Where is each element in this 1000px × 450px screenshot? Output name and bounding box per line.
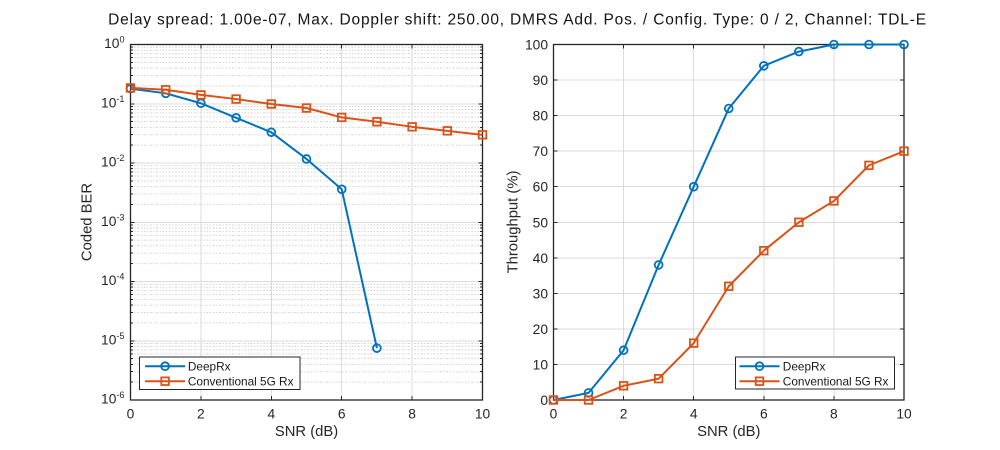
svg-text:60: 60 [533,180,549,195]
svg-text:DeepRx: DeepRx [783,359,826,373]
svg-text:8: 8 [830,406,838,421]
svg-text:2: 2 [197,406,205,421]
svg-text:Conventional 5G Rx: Conventional 5G Rx [188,374,294,388]
svg-text:90: 90 [533,73,549,88]
svg-text:0: 0 [550,406,558,421]
svg-text:8: 8 [408,406,416,421]
svg-text:100: 100 [525,38,548,53]
svg-text:10: 10 [896,406,912,421]
svg-text:80: 80 [533,109,549,124]
svg-text:50: 50 [533,215,549,230]
svg-text:70: 70 [533,144,549,159]
svg-text:40: 40 [533,251,549,266]
svg-text:10: 10 [475,406,491,421]
svg-text:0: 0 [127,406,135,421]
svg-text:2: 2 [620,406,628,421]
svg-text:0: 0 [540,393,548,408]
svg-text:Coded BER: Coded BER [80,183,96,261]
svg-text:100: 100 [104,35,124,52]
svg-text:Delay spread: 1.00e-07, Max. D: Delay spread: 1.00e-07, Max. Doppler shi… [108,11,927,28]
svg-text:4: 4 [267,406,275,421]
svg-text:4: 4 [690,406,698,421]
svg-text:20: 20 [533,322,549,337]
svg-text:Throughput (%): Throughput (%) [506,171,522,274]
svg-text:SNR (dB): SNR (dB) [697,424,760,440]
svg-text:SNR (dB): SNR (dB) [275,424,338,440]
svg-text:Conventional 5G Rx: Conventional 5G Rx [783,374,889,388]
svg-text:30: 30 [533,286,549,301]
svg-text:6: 6 [760,406,768,421]
svg-text:DeepRx: DeepRx [188,359,231,373]
svg-text:10: 10 [533,357,549,372]
svg-text:6: 6 [338,406,346,421]
